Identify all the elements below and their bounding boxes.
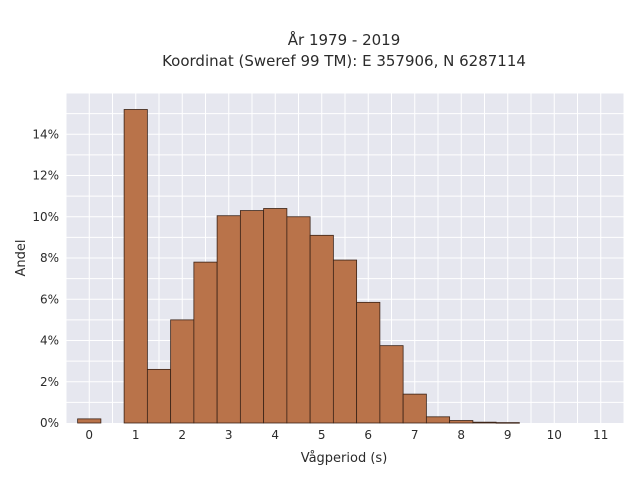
y-tick-label: 4% [40,334,59,348]
x-tick-label: 9 [504,428,512,442]
y-tick-label: 0% [40,416,59,430]
histogram-bar [239,210,265,424]
y-tick-label: 12% [32,169,59,183]
x-tick-label: 8 [457,428,465,442]
histogram-bar [263,208,288,424]
histogram-bar [193,261,218,424]
x-tick-label: 10 [547,428,562,442]
histogram-bar [77,418,102,424]
histogram-bar [356,301,381,424]
y-axis-title: Andel [14,240,29,277]
chart-title-line-1: År 1979 - 2019 [288,30,401,49]
histogram-bar [379,345,404,424]
histogram-bar [146,368,172,424]
bars [77,109,520,424]
x-axis-ticks: 0 1 2 3 4 5 6 7 8 9 10 11 [85,428,608,442]
histogram-bar [425,416,451,424]
y-tick-label: 10% [32,210,59,224]
y-axis-ticks: 0% 2% 4% 6% 8% 10% 12% 14% [32,127,59,430]
x-tick-label: 1 [132,428,140,442]
x-tick-label: 0 [85,428,93,442]
histogram-bar [495,422,520,424]
x-tick-label: 5 [318,428,326,442]
histogram-bar [170,319,195,424]
y-tick-label: 8% [40,251,59,265]
histogram-bar [216,215,241,424]
y-tick-label: 6% [40,292,59,306]
x-axis-title: Vågperiod (s) [301,451,388,466]
histogram-bar [332,259,358,424]
chart-title-line-2: Koordinat (Sweref 99 TM): E 357906, N 62… [162,52,526,70]
histogram-bar [472,421,497,424]
histogram-bar [402,393,427,424]
histogram-bar [286,216,311,424]
x-tick-label: 11 [593,428,608,442]
histogram-bar [449,420,474,424]
x-tick-label: 7 [411,428,419,442]
x-tick-label: 4 [271,428,279,442]
x-tick-label: 2 [178,428,186,442]
histogram-bar [123,109,148,424]
y-tick-label: 2% [40,375,59,389]
x-tick-label: 3 [225,428,233,442]
x-tick-label: 6 [364,428,372,442]
histogram-bar [309,234,334,424]
y-tick-label: 14% [32,127,59,141]
